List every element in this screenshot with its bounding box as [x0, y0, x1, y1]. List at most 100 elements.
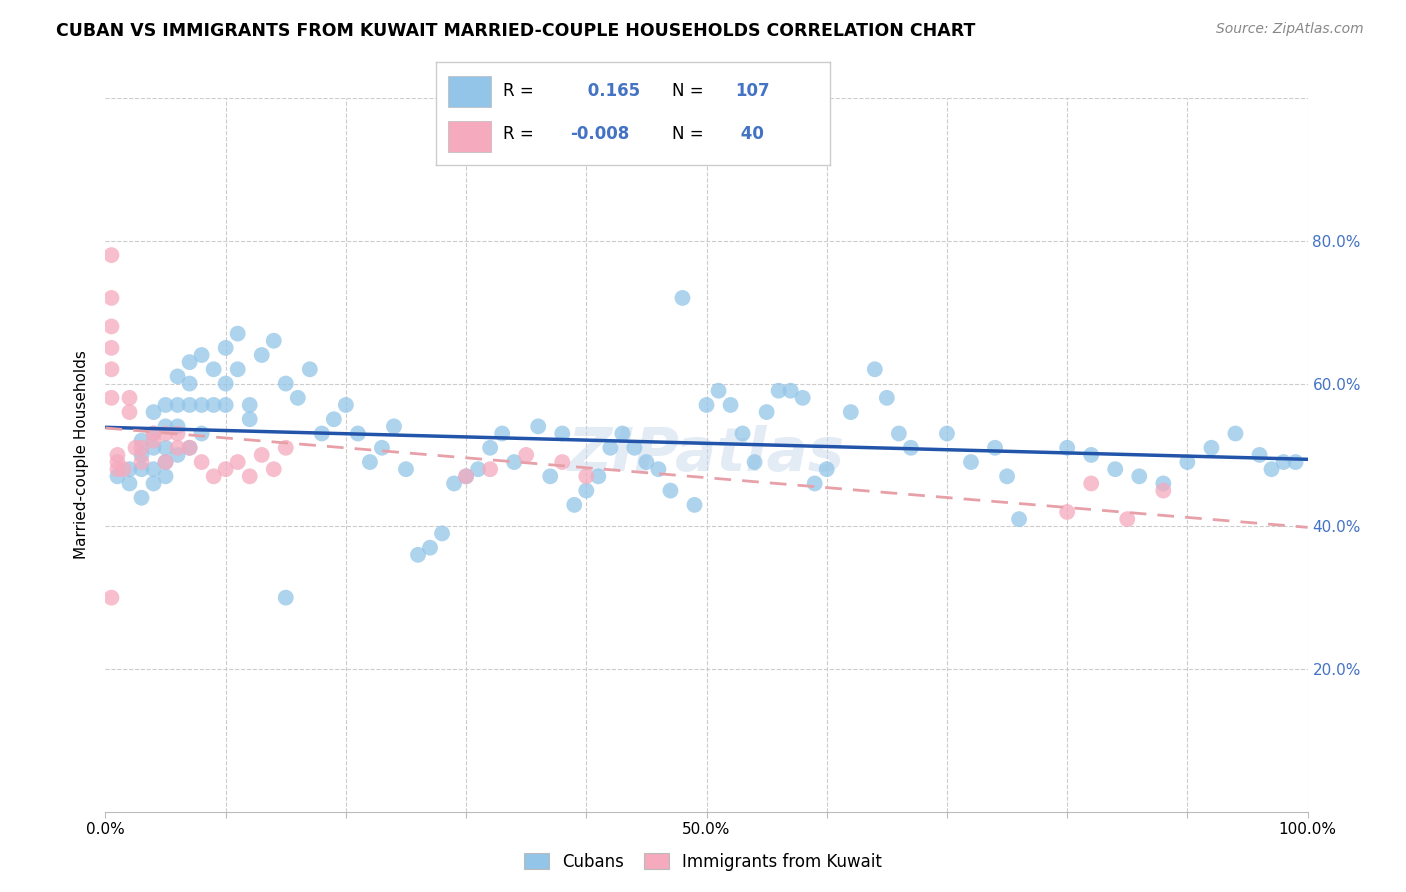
Point — [720, 398, 742, 412]
Point — [322, 412, 344, 426]
Point — [1201, 441, 1223, 455]
Point — [274, 376, 297, 391]
Point — [443, 476, 465, 491]
Point — [406, 548, 429, 562]
Point — [1249, 448, 1271, 462]
Point — [298, 362, 321, 376]
Point — [155, 455, 177, 469]
Point — [214, 376, 236, 391]
Point — [202, 398, 225, 412]
Point — [202, 362, 225, 376]
Point — [142, 476, 165, 491]
Point — [274, 591, 297, 605]
Point — [166, 398, 188, 412]
Point — [479, 462, 502, 476]
Point — [166, 419, 188, 434]
Point — [112, 462, 135, 476]
Point — [515, 448, 537, 462]
Point — [960, 455, 983, 469]
Point — [551, 455, 574, 469]
Point — [226, 326, 249, 341]
Y-axis label: Married-couple Households: Married-couple Households — [75, 351, 90, 559]
Point — [142, 426, 165, 441]
Point — [1008, 512, 1031, 526]
Point — [887, 426, 910, 441]
Point — [696, 398, 718, 412]
Point — [815, 462, 838, 476]
Point — [100, 362, 122, 376]
Point — [142, 426, 165, 441]
Point — [226, 362, 249, 376]
Point — [166, 426, 188, 441]
Point — [863, 362, 886, 376]
Point — [155, 426, 177, 441]
Point — [1104, 462, 1126, 476]
Point — [1152, 483, 1174, 498]
Point — [239, 469, 262, 483]
Point — [311, 426, 333, 441]
Point — [1128, 469, 1150, 483]
Point — [683, 498, 706, 512]
Point — [335, 398, 357, 412]
Point — [118, 476, 141, 491]
Point — [1260, 462, 1282, 476]
Point — [100, 248, 122, 262]
Point — [612, 426, 634, 441]
Point — [430, 526, 453, 541]
Point — [479, 441, 502, 455]
Point — [263, 334, 285, 348]
Point — [179, 376, 201, 391]
FancyBboxPatch shape — [447, 121, 491, 152]
Point — [1152, 476, 1174, 491]
Point — [190, 426, 212, 441]
Point — [214, 341, 236, 355]
Point — [467, 462, 489, 476]
Point — [287, 391, 309, 405]
Point — [839, 405, 862, 419]
Point — [1056, 505, 1078, 519]
Point — [1272, 455, 1295, 469]
Point — [155, 398, 177, 412]
Point — [936, 426, 959, 441]
Point — [562, 498, 585, 512]
Point — [107, 469, 129, 483]
Point — [142, 434, 165, 448]
Point — [155, 469, 177, 483]
Point — [1056, 441, 1078, 455]
Point — [1116, 512, 1139, 526]
Point — [876, 391, 898, 405]
Text: -0.008: -0.008 — [569, 125, 628, 144]
FancyBboxPatch shape — [447, 76, 491, 106]
Point — [707, 384, 730, 398]
Text: 107: 107 — [735, 82, 769, 100]
Point — [250, 448, 273, 462]
Point — [575, 469, 598, 483]
Text: N =: N = — [672, 125, 703, 144]
Point — [744, 455, 766, 469]
Point — [118, 405, 141, 419]
Text: 40: 40 — [735, 125, 763, 144]
Point — [142, 462, 165, 476]
Point — [538, 469, 561, 483]
Point — [100, 341, 122, 355]
Point — [100, 591, 122, 605]
Point — [636, 455, 658, 469]
Point — [155, 455, 177, 469]
Point — [179, 441, 201, 455]
Point — [179, 355, 201, 369]
Point — [382, 419, 405, 434]
Point — [131, 448, 153, 462]
Point — [1284, 455, 1306, 469]
Point — [900, 441, 922, 455]
Point — [190, 398, 212, 412]
Point — [659, 483, 682, 498]
Point — [599, 441, 621, 455]
Point — [131, 434, 153, 448]
Text: N =: N = — [672, 82, 703, 100]
Point — [803, 476, 825, 491]
Point — [503, 455, 526, 469]
Point — [527, 419, 550, 434]
Point — [995, 469, 1018, 483]
Text: Source: ZipAtlas.com: Source: ZipAtlas.com — [1216, 22, 1364, 37]
Point — [190, 348, 212, 362]
